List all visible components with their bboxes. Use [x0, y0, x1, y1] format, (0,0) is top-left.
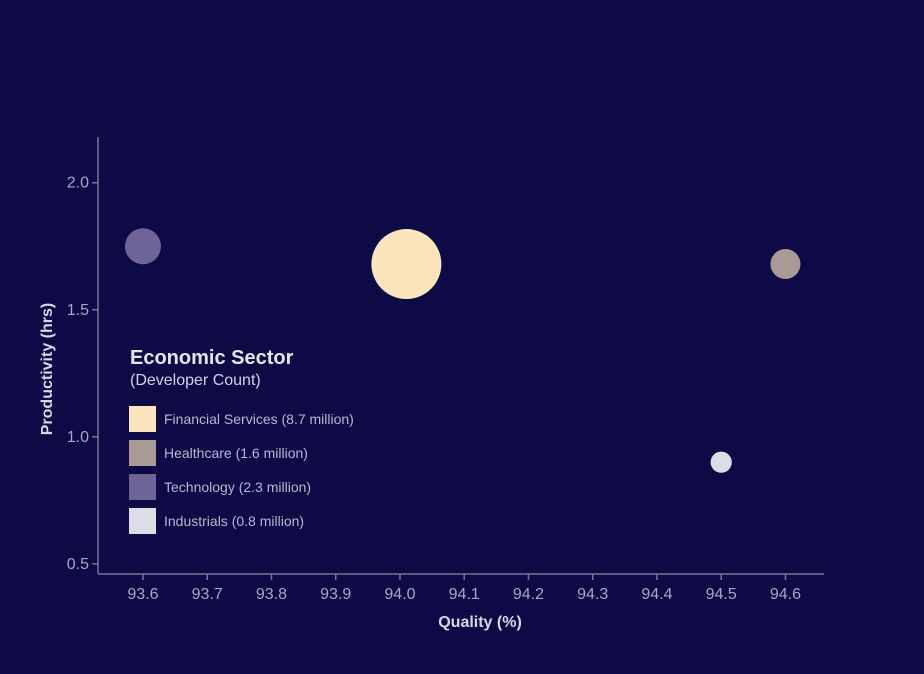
legend-swatch: [129, 474, 156, 500]
x-tick-label: 94.2: [513, 586, 544, 603]
x-tick-label: 93.7: [192, 586, 223, 603]
y-tick-label: 2.0: [67, 175, 89, 192]
y-axis-title: Productivity (hrs): [39, 303, 56, 435]
x-tick-label: 94.0: [384, 586, 415, 603]
legend: Economic Sector (Developer Count) Financ…: [129, 347, 354, 534]
x-tick-label: 93.9: [320, 586, 351, 603]
x-tick-label: 94.6: [770, 586, 801, 603]
axes: 93.6 93.7 93.8 93.9 94.0 94.1 94.2 94.3 94.4 94.5…: [39, 137, 824, 631]
x-tick-label: 94.1: [449, 586, 480, 603]
x-tick-label: 93.8: [256, 586, 287, 603]
legend-subtitle: (Developer Count): [130, 372, 261, 389]
x-tick-label: 93.6: [127, 586, 158, 603]
y-tick-label: 1.0: [67, 429, 89, 446]
legend-items: Financial Services (8.7 million) Healthca…: [129, 406, 354, 534]
legend-label: Industrials (0.8 million): [164, 513, 304, 529]
bubble-point: [124, 228, 161, 265]
y-tick-label: 0.5: [67, 556, 89, 573]
y-tick-label: 1.5: [67, 302, 89, 319]
legend-label: Technology (2.3 million): [164, 479, 311, 495]
y-ticks: 0.5 1.0 1.5 2.0: [67, 175, 98, 573]
legend-title: Economic Sector: [130, 347, 294, 369]
bubble-point: [710, 451, 732, 473]
legend-label: Financial Services (8.7 million): [164, 411, 354, 427]
x-ticks: 93.6 93.7 93.8 93.9 94.0 94.1 94.2 94.3 94.4 94.5…: [127, 574, 801, 603]
x-tick-label: 94.4: [641, 586, 672, 603]
x-tick-label: 94.5: [706, 586, 737, 603]
legend-swatch: [129, 440, 156, 466]
x-tick-label: 94.3: [577, 586, 608, 603]
legend-swatch: [129, 508, 156, 534]
legend-swatch: [129, 406, 156, 432]
x-axis-title: Quality (%): [438, 614, 522, 631]
legend-label: Healthcare (1.6 million): [164, 445, 308, 461]
bubble-point: [770, 249, 801, 280]
bubble-point: [371, 229, 442, 300]
bubbles: [124, 228, 801, 473]
